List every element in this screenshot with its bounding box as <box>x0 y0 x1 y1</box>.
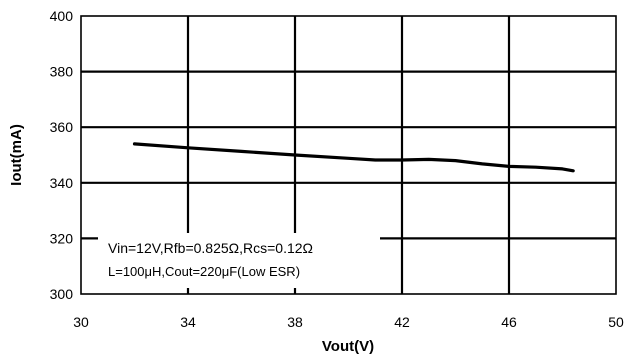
annotation-line-2: L=100μH,Cout=220μF(Low ESR) <box>108 264 300 279</box>
x-tick-label-42: 42 <box>394 314 410 330</box>
grid-horizontal <box>81 70 616 240</box>
x-tick-label-30: 30 <box>73 314 89 330</box>
x-tick-label-50: 50 <box>608 314 624 330</box>
y-tick-label-340: 340 <box>50 175 74 191</box>
x-tick-label-34: 34 <box>180 314 196 330</box>
series-line-0 <box>132 142 575 173</box>
plot-area-frame <box>80 15 617 295</box>
y-tick-label-320: 320 <box>50 230 74 246</box>
annotation-box <box>98 233 380 288</box>
y-tick-label-360: 360 <box>50 119 74 135</box>
series-line-group <box>132 142 575 173</box>
y-tick-labels: 300 320 340 360 380 400 <box>50 8 74 302</box>
annotation-line-1: Vin=12V,Rfb=0.825Ω,Rcs=0.12Ω <box>108 240 313 256</box>
x-tick-label-46: 46 <box>501 314 517 330</box>
y-axis-label: Iout(mA) <box>8 124 25 186</box>
y-tick-label-400: 400 <box>50 8 74 24</box>
x-axis-label: Vout(V) <box>322 338 374 355</box>
x-tick-labels: 30 34 38 42 46 50 <box>73 314 624 330</box>
x-tick-label-38: 38 <box>287 314 303 330</box>
y-tick-label-300: 300 <box>50 286 74 302</box>
y-tick-label-380: 380 <box>50 64 74 80</box>
